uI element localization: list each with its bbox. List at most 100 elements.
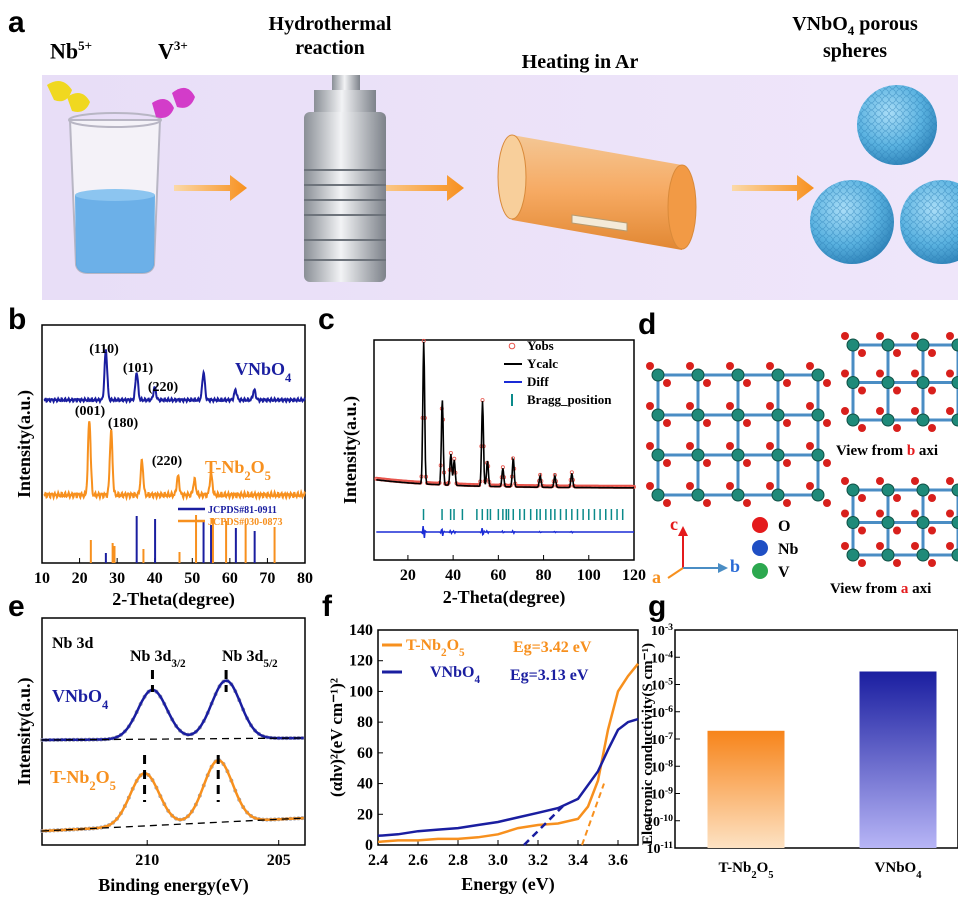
atom-nbv <box>731 488 745 502</box>
atom-nbv <box>691 488 705 502</box>
atom-nbv <box>731 408 745 422</box>
legend-label: V <box>778 564 790 581</box>
chart-title: Nb 3d <box>52 635 93 652</box>
atom-o <box>663 499 671 507</box>
atom-o <box>686 362 694 370</box>
atom-o <box>743 379 751 387</box>
atom-o <box>743 419 751 427</box>
atom-o <box>646 482 654 490</box>
nb-droplet-2 <box>67 93 90 112</box>
atom-o <box>858 386 866 395</box>
atom-o <box>841 542 849 550</box>
legend-label: Diff <box>527 374 549 389</box>
x-tick-label: 40 <box>147 570 163 587</box>
plot-frame <box>377 629 639 846</box>
atom-o <box>726 482 734 490</box>
eg-label: Eg=3.42 eV <box>513 639 592 656</box>
ion-nb-label: Nb5+ <box>50 38 93 64</box>
x-tick-label: VNbO4 <box>875 860 923 881</box>
atom-o <box>743 499 751 507</box>
x-tick-label: 2.6 <box>408 852 428 869</box>
diff-line <box>376 526 634 538</box>
plot-frame <box>41 617 306 846</box>
atom-nbv <box>916 548 930 562</box>
atom-nbv <box>846 376 860 389</box>
atom-nbv <box>651 448 665 462</box>
y-tick-label: 20 <box>357 806 373 823</box>
atom-o <box>946 542 954 550</box>
legend-label: Bragg_position <box>527 392 612 407</box>
atom-o <box>911 369 919 378</box>
view-a-label: View from a axi <box>830 581 931 597</box>
atom-nbv <box>846 413 860 427</box>
atom-nbv <box>731 368 745 382</box>
y-tick-label: 10-11 <box>646 840 673 858</box>
x-tick-label: 3.0 <box>488 852 508 869</box>
atom-o <box>783 419 791 427</box>
x-axis-label: 2-Theta(degree) <box>112 589 235 610</box>
y-tick-label: 10-8 <box>651 758 673 776</box>
atom-nbv <box>651 488 665 502</box>
atom-nbv <box>951 548 958 562</box>
x-tick-label: 80 <box>297 570 313 587</box>
step-product-label: VNbO4 porous spheres <box>792 13 918 62</box>
atom-o <box>663 379 671 387</box>
x-tick-label: 3.6 <box>608 852 628 869</box>
y-tick-label: 10-3 <box>651 622 673 640</box>
panel-label-g: g <box>648 590 667 623</box>
y-tick-label: 10-9 <box>651 785 673 803</box>
x-tick-label: 20 <box>400 567 416 584</box>
x-axis-label: 2-Theta(degree) <box>443 587 566 608</box>
atom-nbv <box>811 448 825 462</box>
axis-a-label: a <box>652 567 661 587</box>
x-tick-label: 100 <box>577 567 601 584</box>
tangent-line <box>523 804 565 846</box>
panel-label-c: c <box>318 303 335 336</box>
atom-o <box>928 559 936 567</box>
atom-nbv <box>771 408 785 422</box>
peak-label: Nb 3d3/2 <box>130 648 186 670</box>
series-line <box>43 349 306 405</box>
atom-o <box>858 424 866 432</box>
atom-o <box>946 407 954 415</box>
x-tick-label: 3.4 <box>568 852 588 869</box>
atom-nbv <box>951 338 958 352</box>
atom-o <box>841 332 849 340</box>
atom-o <box>858 349 866 357</box>
x-tick-label: 70 <box>259 570 275 587</box>
x-tick-label: 10 <box>34 570 50 587</box>
atom-o <box>766 482 774 490</box>
series-label: T-Nb2O5 <box>205 457 271 483</box>
atom-nbv <box>811 368 825 382</box>
x-axis-label: Binding energy(eV) <box>98 875 249 896</box>
arrow-2 <box>360 175 464 201</box>
chart-c-rietveld: 20 40 60 80 100 120 2-Theta(degree) Intensity(a… <box>340 338 646 608</box>
atom-o <box>911 477 919 485</box>
atom-o <box>928 386 936 395</box>
atom-o <box>946 509 954 518</box>
atom-o <box>686 442 694 450</box>
y-tick-label: 120 <box>349 653 373 670</box>
arrow-1 <box>174 175 247 201</box>
atom-nbv <box>771 448 785 462</box>
atom-nbv <box>846 338 860 352</box>
peak-annotation: (220) <box>152 454 183 469</box>
atom-nbv <box>916 483 930 497</box>
legend-label: T-Nb2O5 <box>406 637 465 659</box>
atom-o <box>806 442 814 450</box>
atom-o <box>806 402 814 410</box>
legend-label: JCPDS#81-0911 <box>208 505 277 516</box>
atom-o <box>726 402 734 410</box>
atom-o <box>823 459 831 467</box>
x-tick-label: 20 <box>72 570 88 587</box>
atom-o <box>876 477 884 485</box>
panel-label-a: a <box>8 6 25 39</box>
panel-label-e: e <box>8 590 25 623</box>
atom-nbv <box>846 516 860 529</box>
atom-o <box>783 379 791 387</box>
atom-nbv <box>731 448 745 462</box>
atom-o <box>911 332 919 340</box>
atom-o <box>806 362 814 370</box>
legend-label: O <box>778 518 790 535</box>
atom-o <box>663 459 671 467</box>
